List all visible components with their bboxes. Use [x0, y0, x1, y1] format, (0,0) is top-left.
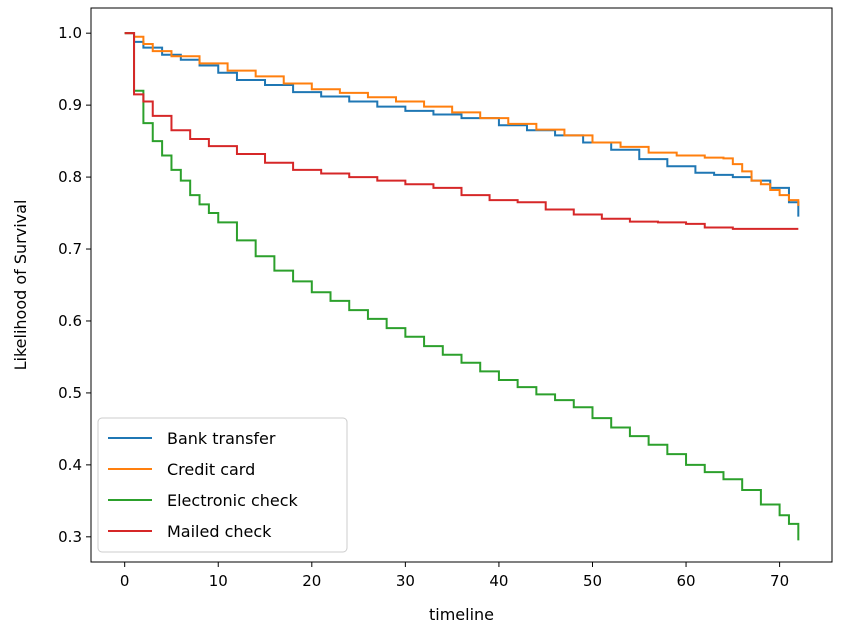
y-tick-label: 0.3 — [58, 528, 82, 546]
legend-label: Credit card — [167, 460, 255, 479]
x-axis-label: timeline — [429, 605, 494, 624]
y-tick-label: 0.8 — [58, 168, 82, 186]
y-tick-label: 0.4 — [58, 456, 82, 474]
legend-label: Mailed check — [167, 522, 272, 541]
series-line-electronic-check — [124, 32, 800, 541]
x-tick-label: 0 — [120, 572, 130, 590]
legend-box — [97, 417, 348, 553]
x-tick-label: 20 — [302, 572, 321, 590]
legend-label: Electronic check — [167, 491, 299, 510]
x-tick-label: 30 — [396, 572, 415, 590]
legend-label: Bank transfer — [167, 429, 276, 448]
y-tick-label: 0.9 — [58, 96, 82, 114]
y-tick-label: 0.7 — [58, 240, 82, 258]
x-tick-label: 70 — [770, 572, 789, 590]
legend: Bank transfer Credit card Electronic check… — [97, 417, 348, 553]
y-tick-label: 0.5 — [58, 384, 82, 402]
y-axis-label: Likelihood of Survival — [11, 200, 30, 371]
x-tick-label: 40 — [489, 572, 508, 590]
plot-frame — [90, 7, 833, 563]
x-tick-label: 50 — [583, 572, 602, 590]
y-tick-label: 1.0 — [58, 24, 82, 42]
x-tick-label: 10 — [209, 572, 228, 590]
plot-lines — [124, 32, 800, 541]
x-tick-label: 60 — [676, 572, 695, 590]
y-tick-label: 0.6 — [58, 312, 82, 330]
series-line-mailed-check — [124, 32, 799, 230]
y-axis-ticks: 0.3 0.4 0.5 0.6 0.7 0.8 0.9 1.0 — [58, 24, 91, 546]
x-axis-ticks: 0 10 20 30 40 50 60 70 — [120, 562, 789, 590]
series-line-credit-card — [124, 32, 800, 206]
